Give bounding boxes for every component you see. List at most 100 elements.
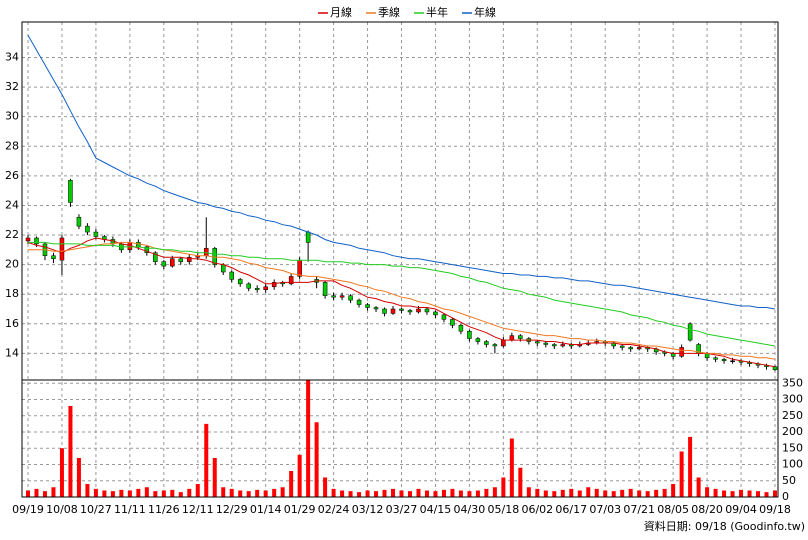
ma-line: [28, 241, 776, 347]
volume-bar: [348, 491, 353, 497]
candle-body: [373, 307, 379, 310]
candle-body: [433, 311, 438, 316]
ma-line: [27, 35, 776, 310]
y2-tick-label: 300: [782, 393, 803, 406]
volume-bar: [526, 487, 531, 497]
volume-bar: [713, 488, 718, 497]
volume-bar: [747, 490, 752, 497]
y2-tick-label: 350: [782, 376, 803, 389]
candle-body: [85, 225, 90, 233]
candle-body: [34, 237, 39, 245]
volume-bar: [756, 491, 761, 497]
y2-tick-label: 150: [782, 441, 803, 454]
candle-body: [220, 264, 226, 273]
candle-body: [93, 231, 99, 237]
y-tick-label: 16: [5, 317, 19, 330]
volume-bar: [705, 487, 710, 497]
candle-body: [161, 261, 167, 267]
price-frame: [21, 21, 779, 381]
volume-bar: [441, 489, 446, 497]
legend-label: 月線: [330, 5, 352, 19]
legend: 月線 季線 半年 年線: [318, 5, 496, 19]
legend-label: 年線: [474, 5, 496, 19]
volume-bar: [26, 490, 30, 497]
candle-body: [501, 339, 506, 347]
candle-body: [170, 258, 175, 267]
ma-line: [27, 237, 776, 368]
volume-bar: [102, 490, 107, 497]
candle-body: [679, 347, 684, 357]
volume-bar: [365, 490, 370, 497]
volume-bar: [654, 489, 659, 497]
candle-body: [76, 217, 82, 227]
candle-body: [382, 308, 387, 314]
y2-tick-label: 50: [782, 474, 796, 487]
volume-bar: [280, 487, 285, 497]
candle-body: [450, 319, 455, 326]
volume-bar: [535, 488, 540, 497]
volume-bar: [263, 490, 268, 497]
x-tick-label: 03/27: [386, 503, 418, 516]
volume-bar: [221, 487, 226, 497]
x-tick-label: 09/04: [725, 503, 757, 516]
candle-body: [424, 308, 430, 313]
volume-bar: [246, 491, 251, 497]
candle-body: [271, 282, 277, 288]
legend-label: 半年: [426, 5, 448, 19]
candle-body: [153, 252, 158, 262]
x-tick-label: 09/18: [759, 503, 791, 516]
candle-body: [407, 310, 413, 313]
volume-bar: [560, 489, 565, 497]
volume-bar: [34, 488, 39, 497]
volume-bar: [144, 487, 149, 497]
volume-bar: [212, 458, 217, 497]
candle-body: [68, 180, 73, 203]
candle-body: [254, 288, 260, 291]
y-tick-label: 24: [5, 198, 19, 211]
x-tick-label: 11/26: [148, 503, 180, 516]
volume-bar: [730, 491, 735, 497]
candle-body: [458, 325, 464, 332]
volume-bar: [458, 490, 463, 497]
volume-bar: [569, 488, 574, 497]
candle-body: [178, 258, 184, 262]
volume-bar: [509, 438, 514, 497]
x-tick-label: 02/24: [318, 503, 350, 516]
volume-bar: [679, 451, 684, 497]
ma-line: [28, 241, 776, 360]
y-tick-label: 26: [5, 169, 19, 182]
candle-body: [144, 246, 150, 254]
y2-tick-label: 100: [782, 458, 803, 471]
volume-bar: [178, 492, 183, 497]
volume-bar: [662, 488, 667, 497]
volume-bar: [467, 491, 472, 497]
candle-body: [721, 359, 727, 362]
candle-body: [636, 347, 642, 350]
volume-bar: [255, 489, 260, 497]
volume-bar: [424, 490, 429, 497]
volume-bar: [450, 488, 455, 497]
x-tick-label: 01/14: [250, 503, 282, 516]
candle-body: [475, 338, 481, 342]
x-tick-label: 11/11: [114, 503, 146, 516]
volume-bar: [620, 489, 625, 497]
volume-bar: [501, 477, 506, 497]
volume-bar: [93, 488, 98, 497]
candle-body: [297, 259, 302, 277]
y-tick-label: 28: [5, 139, 19, 152]
volume-bar: [68, 406, 73, 497]
volume-bar: [407, 491, 412, 497]
candle-body: [348, 295, 353, 301]
x-tick-label: 03/12: [352, 503, 384, 516]
y-tick-label: 18: [5, 287, 19, 300]
candle-body: [492, 344, 498, 347]
candle-body: [339, 295, 345, 298]
volume-bar: [170, 489, 175, 497]
candle-body: [390, 308, 396, 314]
volume-bar: [110, 491, 115, 497]
candle-body: [628, 347, 633, 350]
volume-bar: [51, 487, 56, 497]
candle-body: [305, 231, 311, 243]
candle-body: [246, 283, 251, 289]
